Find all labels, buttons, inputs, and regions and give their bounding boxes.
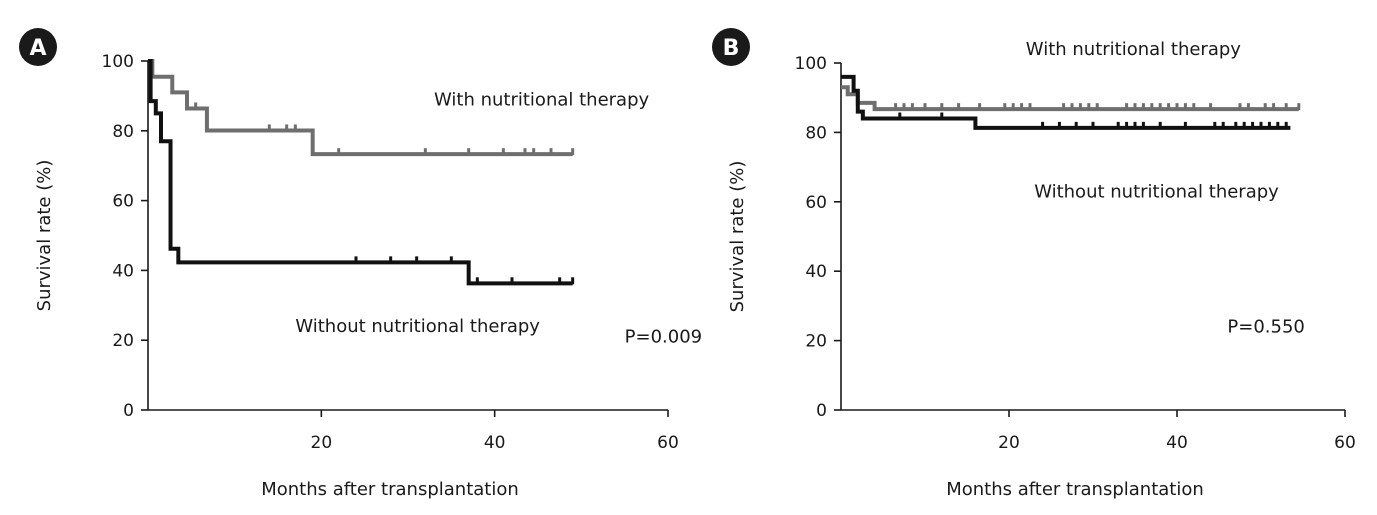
x-tick-label: 60 [1334,433,1356,453]
y-tick-label: 80 [805,123,827,143]
series-line-0 [841,85,1299,112]
y-tick-label: 40 [112,261,134,281]
chart-annotation: Without nutritional therapy [1034,181,1279,202]
y-tick-label: 80 [112,122,134,142]
y-tick-label: 0 [123,401,134,421]
y-tick-label: 100 [795,54,827,74]
panel-b: B 0 20 40 60 80 100 20 40 60 Months after transpla… [712,28,1356,500]
chart-annotation: With nutritional therapy [434,89,649,110]
panel-badge [712,28,750,66]
y-axis-title: Survival rate (%) [34,160,55,312]
panel-a: A 0 20 40 60 80 100 20 40 60 Months after transpla… [19,28,702,500]
y-tick-label: 100 [102,52,134,72]
chart-annotation: P=0.009 [625,327,702,348]
y-tick-label: 60 [805,193,827,213]
x-axis-title: Months after transplantation [946,479,1204,500]
chart-annotation: P=0.550 [1227,317,1304,338]
series-line-1 [148,59,573,286]
chart-annotation: With nutritional therapy [1026,39,1241,60]
x-tick-label: 20 [311,433,333,453]
y-tick-label: 60 [112,192,134,212]
series-line-1 [841,74,1291,130]
panel-badge [19,28,57,66]
y-tick-label: 20 [112,331,134,351]
x-tick-label: 40 [484,433,506,453]
panel-letter: B [723,36,740,61]
y-tick-label: 20 [805,332,827,352]
y-axis-title: Survival rate (%) [727,161,748,313]
x-tick-label: 20 [998,433,1020,453]
y-tick-label: 0 [816,401,827,421]
panel-letter: A [29,36,46,61]
x-tick-label: 60 [657,433,679,453]
x-tick-label: 40 [1166,433,1188,453]
y-tick-label: 40 [805,262,827,282]
x-axis-title: Months after transplantation [261,479,519,500]
chart-annotation: Without nutritional therapy [295,316,540,337]
